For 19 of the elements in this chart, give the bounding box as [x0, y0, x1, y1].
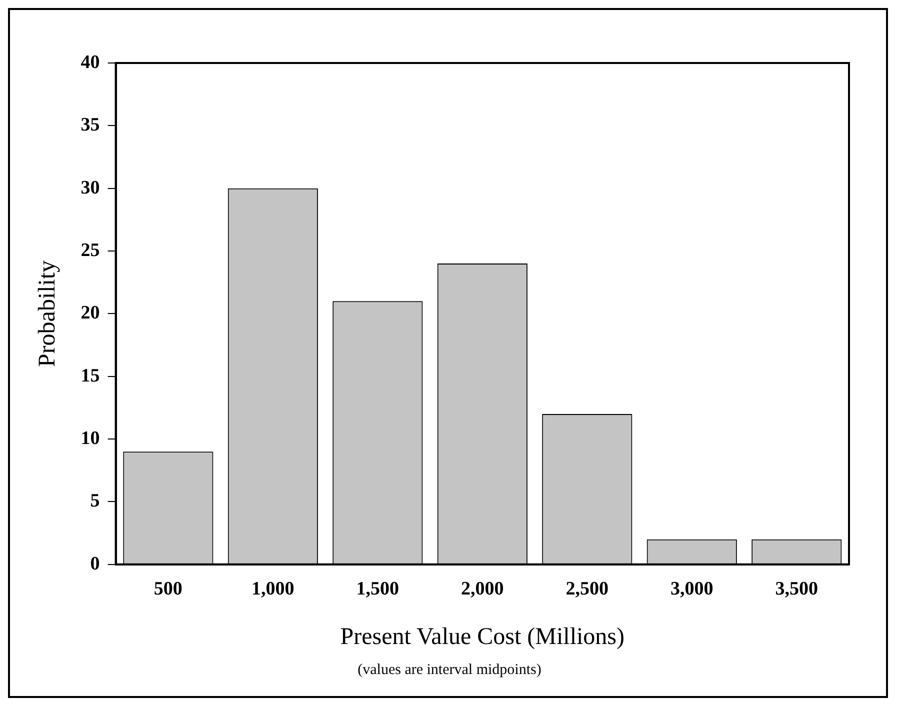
y-tick-label: 30	[80, 177, 100, 198]
x-tick-label: 2,000	[461, 578, 504, 600]
y-tick-label: 15	[80, 365, 100, 386]
y-tick-label: 25	[80, 240, 100, 261]
x-tick-label: 1,500	[356, 578, 400, 600]
x-tick-label: 1,000	[252, 578, 294, 600]
x-axis-title: Present Value Cost (Millions)	[340, 624, 625, 650]
text: (values are interval midpoints)	[356, 662, 542, 679]
y-tick-label: 20	[80, 302, 100, 324]
y-tick-label: 40	[80, 52, 100, 73]
y-tick-label: 0	[90, 553, 100, 574]
x-tick-label: 3,500	[775, 578, 818, 600]
y-axis-title: Probability	[34, 260, 61, 368]
x-tick-label: 500	[154, 578, 182, 600]
x-tick-label: 2,500	[566, 578, 609, 600]
x-tick-label: 3,000	[670, 578, 714, 600]
y-tick-label: 35	[80, 114, 100, 136]
y-tick-label: 5	[90, 490, 100, 512]
y-tick-label: 10	[80, 428, 100, 449]
